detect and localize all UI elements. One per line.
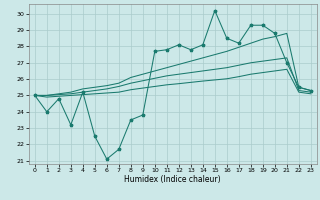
X-axis label: Humidex (Indice chaleur): Humidex (Indice chaleur) [124,175,221,184]
